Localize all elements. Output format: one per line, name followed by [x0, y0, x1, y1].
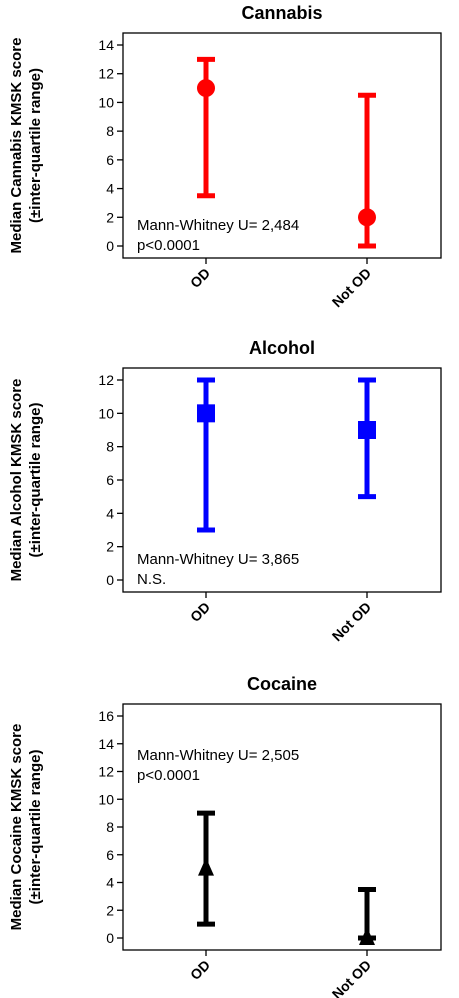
median-marker — [197, 404, 215, 423]
error-bar-od — [197, 810, 215, 927]
error-bar-od — [197, 56, 215, 199]
chart-panel-cocaine: Cocaine Median Cocaine KMSK score (±inter-… — [8, 674, 442, 998]
y-axis-label-range: (±inter-quartile range) — [27, 403, 44, 558]
x-category-label: Not OD — [329, 599, 374, 644]
y-axis-label-range: (±inter-quartile range) — [27, 68, 44, 223]
y-tick-label: 0 — [106, 238, 114, 254]
y-tick-label: 2 — [106, 539, 114, 555]
plot-frame — [122, 32, 442, 259]
y-tick-label: 4 — [106, 181, 114, 197]
y-tick-label: 14 — [98, 37, 114, 53]
y-tick-label: 12 — [98, 66, 114, 82]
y-tick-label: 0 — [106, 930, 114, 946]
stat-annotation: Mann-Whitney U= 3,865 — [137, 551, 299, 568]
median-marker — [197, 79, 215, 98]
x-category-label: Not OD — [329, 265, 374, 310]
y-tick-label: 10 — [98, 405, 114, 421]
y-axis-label-range: (±inter-quartile range) — [27, 750, 44, 905]
chart-title: Alcohol — [249, 338, 315, 358]
chart-panel-alcohol: Alcohol Median Alcohol KMSK score (±inter-… — [8, 338, 442, 644]
y-tick-label: 16 — [98, 708, 114, 724]
x-category-label: Not OD — [329, 957, 374, 998]
chart-title: Cannabis — [241, 3, 322, 23]
x-category-label: OD — [187, 957, 213, 983]
y-axis-label: Median Cannabis KMSK score — [8, 38, 25, 254]
y-tick-label: 12 — [98, 764, 114, 780]
y-tick-label: 0 — [106, 572, 114, 588]
median-marker — [358, 208, 376, 227]
y-tick-label: 8 — [106, 123, 114, 139]
x-category-label: OD — [187, 265, 213, 291]
stat-annotation: N.S. — [137, 571, 166, 588]
y-tick-label: 2 — [106, 902, 114, 918]
y-tick-label: 8 — [106, 439, 114, 455]
chart-panel-cannabis: Cannabis Median Cannabis KMSK score (±inte… — [8, 3, 442, 310]
y-tick-label: 4 — [106, 875, 114, 891]
error-bar-od — [197, 377, 215, 533]
y-tick-label: 6 — [106, 152, 114, 168]
y-axis-label: Median Cocaine KMSK score — [8, 724, 25, 931]
chart-title: Cocaine — [247, 674, 317, 694]
median-marker — [358, 421, 376, 439]
y-tick-label: 10 — [98, 791, 114, 807]
error-bar-not-od — [358, 377, 376, 500]
y-tick-label: 12 — [98, 372, 114, 388]
y-tick-label: 8 — [106, 819, 114, 835]
error-bar-not-od — [358, 92, 376, 249]
y-tick-label: 2 — [106, 209, 114, 225]
plot-frame — [122, 703, 442, 951]
median-marker — [359, 927, 375, 945]
stat-annotation: p<0.0001 — [137, 237, 200, 254]
y-tick-label: 4 — [106, 505, 114, 521]
y-tick-label: 14 — [98, 736, 114, 752]
stat-annotation: p<0.0001 — [137, 767, 200, 784]
y-tick-label: 6 — [106, 472, 114, 488]
y-tick-label: 10 — [98, 94, 114, 110]
stat-annotation: Mann-Whitney U= 2,484 — [137, 217, 299, 234]
median-marker — [198, 857, 214, 876]
x-category-label: OD — [187, 599, 213, 625]
y-tick-label: 6 — [106, 847, 114, 863]
stat-annotation: Mann-Whitney U= 2,505 — [137, 747, 299, 764]
error-bar-not-od — [358, 886, 376, 945]
y-axis-label: Median Alcohol KMSK score — [8, 379, 25, 582]
